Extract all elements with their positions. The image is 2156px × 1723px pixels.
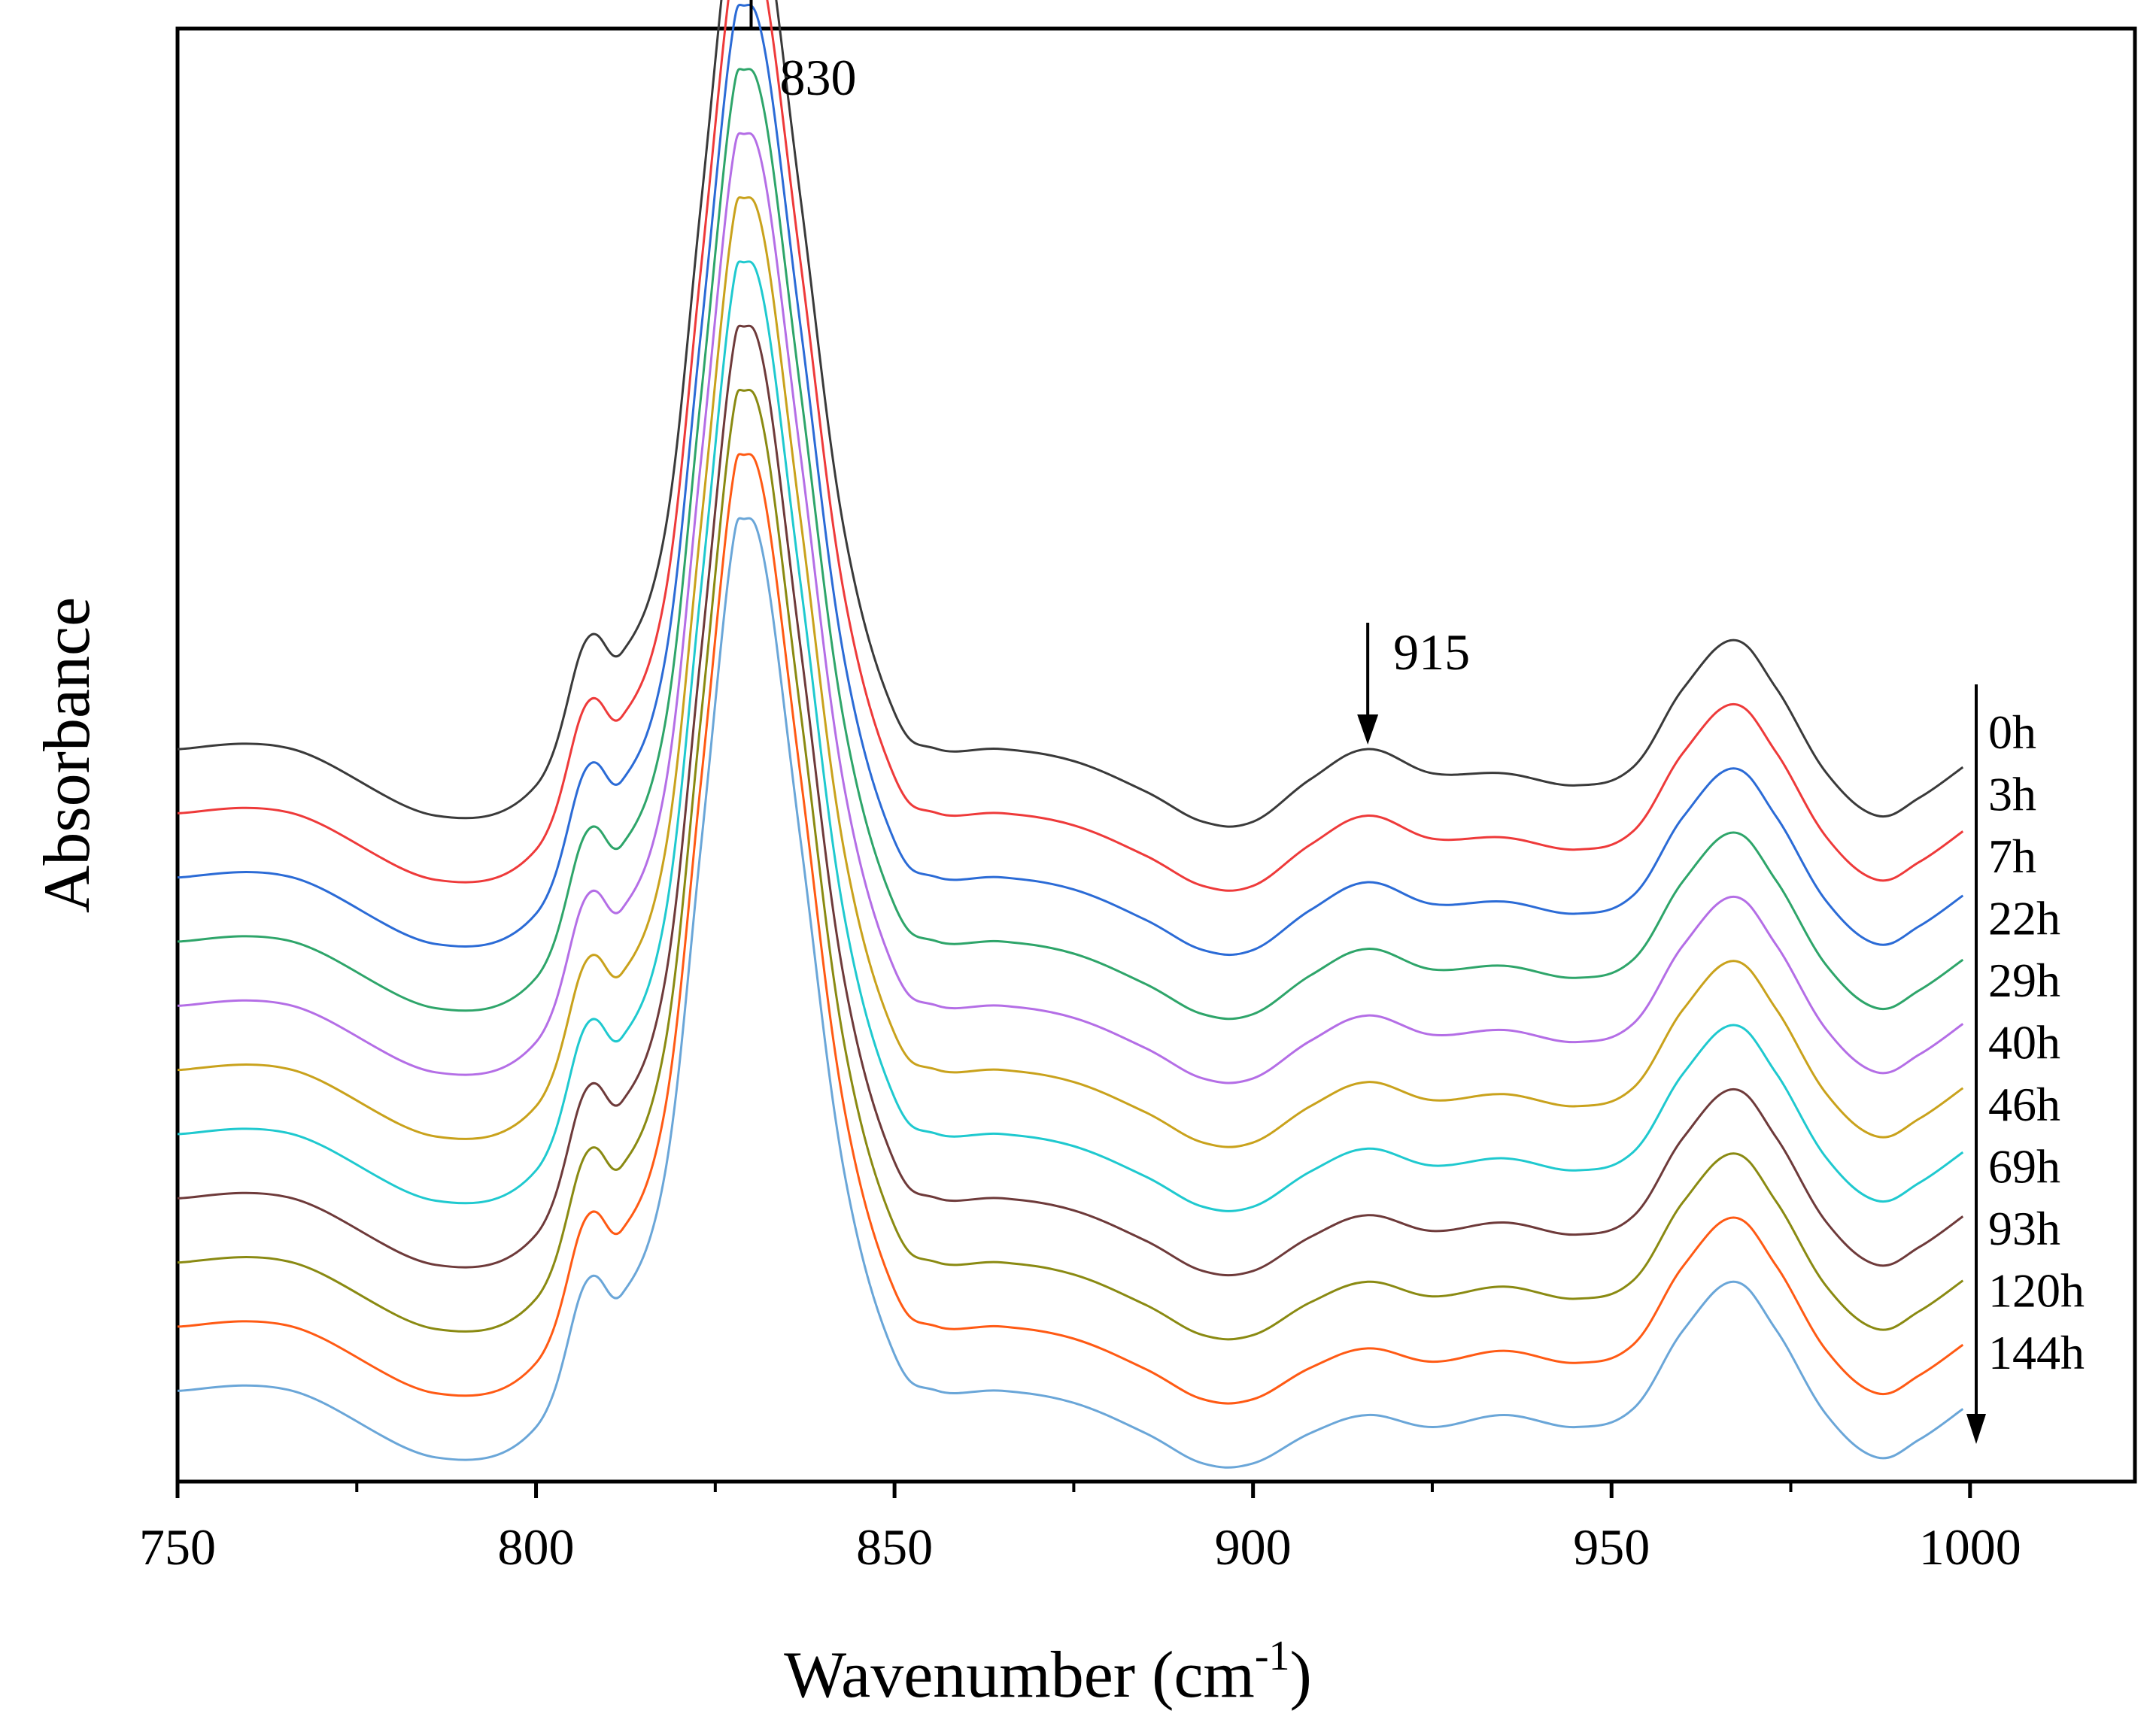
x-axis: 750 800 850 900 950 1000: [139, 1482, 2021, 1576]
x-tick-label: 900: [1215, 1518, 1292, 1576]
legend-label-0h: 0h: [1988, 705, 2036, 759]
series-line-93h: [177, 388, 1964, 1341]
x-tick-label: 750: [139, 1518, 216, 1576]
series-line-46h: [177, 260, 1964, 1212]
series-line-69h: [177, 324, 1964, 1277]
annotation-label-830: 830: [779, 49, 856, 106]
legend-label-3h: 3h: [1988, 768, 2036, 821]
legend-label-22h: 22h: [1988, 892, 2060, 945]
series-line-29h: [177, 132, 1964, 1084]
x-axis-label-main: Wavenumber (cm: [784, 1639, 1255, 1712]
x-tick-label: 800: [498, 1518, 575, 1576]
x-tick-label: 950: [1573, 1518, 1650, 1576]
legend-arrow-head: [1966, 1414, 1986, 1444]
series-line-144h: [177, 517, 1964, 1469]
series-layer: [177, 0, 1964, 1469]
annotation-arrow-head: [1357, 714, 1379, 745]
annotation-label-915: 915: [1393, 623, 1470, 681]
series-line-22h: [177, 68, 1964, 1021]
x-tick-label: 850: [856, 1518, 933, 1576]
series-line-7h: [177, 3, 1964, 957]
x-axis-label: Wavenumber (cm-1): [784, 1633, 1312, 1712]
legend-label-144h: 144h: [1988, 1326, 2085, 1379]
series-line-40h: [177, 196, 1964, 1148]
x-tick-label: 1000: [1919, 1518, 2021, 1576]
legend-label-120h: 120h: [1988, 1264, 2085, 1318]
plot-frame: [175, 26, 2137, 1484]
legend-label-29h: 29h: [1988, 954, 2060, 1007]
series-line-120h: [177, 453, 1964, 1405]
legend-label-46h: 46h: [1988, 1078, 2060, 1131]
series-line-3h: [177, 0, 1964, 892]
y-axis-label: Absorbance: [31, 597, 104, 913]
x-axis-label-close: ): [1290, 1639, 1312, 1712]
legend-label-7h: 7h: [1988, 830, 2036, 883]
legend-label-40h: 40h: [1988, 1016, 2060, 1069]
legend-label-93h: 93h: [1988, 1202, 2060, 1255]
x-axis-label-superscript: -1: [1255, 1633, 1290, 1679]
series-line-0h: [177, 0, 1964, 828]
legend-label-69h: 69h: [1988, 1140, 2060, 1194]
legend: 0h 3h 7h 22h 29h 40h 46h 69h 93h 120h 144h: [1966, 684, 2085, 1444]
annotation-layer: 830 915: [749, 0, 1470, 745]
